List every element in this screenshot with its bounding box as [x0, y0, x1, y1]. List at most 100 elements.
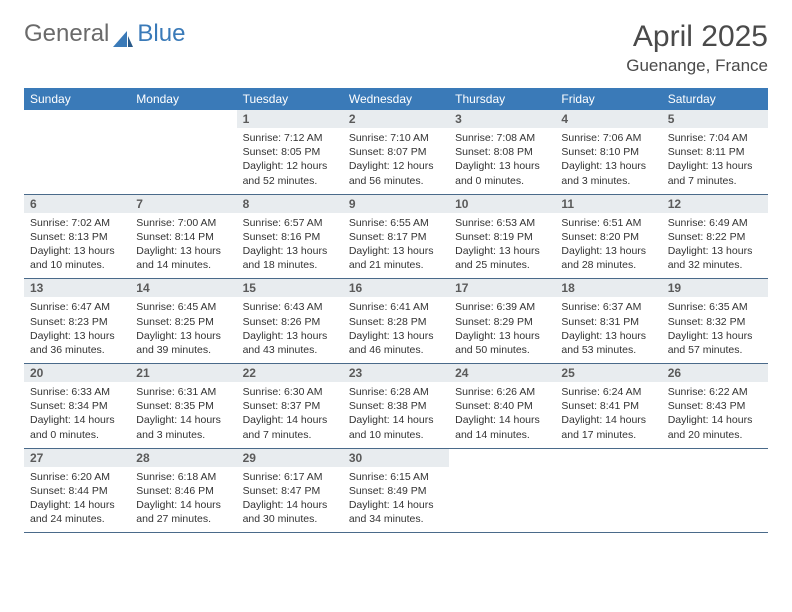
- daylight-text: Daylight: 13 hours and 14 minutes.: [136, 244, 230, 272]
- daylight-text: Daylight: 14 hours and 3 minutes.: [136, 413, 230, 441]
- sunrise-text: Sunrise: 6:28 AM: [349, 385, 443, 399]
- sunset-text: Sunset: 8:29 PM: [455, 315, 549, 329]
- day-detail-cell: Sunrise: 6:26 AMSunset: 8:40 PMDaylight:…: [449, 382, 555, 448]
- sunset-text: Sunset: 8:28 PM: [349, 315, 443, 329]
- day-number-cell: 10: [449, 194, 555, 213]
- day-detail-cell: Sunrise: 6:30 AMSunset: 8:37 PMDaylight:…: [237, 382, 343, 448]
- day-detail-cell: Sunrise: 7:06 AMSunset: 8:10 PMDaylight:…: [555, 128, 661, 194]
- sunset-text: Sunset: 8:08 PM: [455, 145, 549, 159]
- day-detail-cell: Sunrise: 6:20 AMSunset: 8:44 PMDaylight:…: [24, 467, 130, 533]
- sunset-text: Sunset: 8:25 PM: [136, 315, 230, 329]
- sunset-text: Sunset: 8:41 PM: [561, 399, 655, 413]
- sunrise-text: Sunrise: 6:24 AM: [561, 385, 655, 399]
- sunrise-text: Sunrise: 6:20 AM: [30, 470, 124, 484]
- day-number-cell: 28: [130, 448, 236, 467]
- day-detail-cell: Sunrise: 6:31 AMSunset: 8:35 PMDaylight:…: [130, 382, 236, 448]
- sunset-text: Sunset: 8:49 PM: [349, 484, 443, 498]
- sunrise-text: Sunrise: 7:00 AM: [136, 216, 230, 230]
- daylight-text: Daylight: 13 hours and 57 minutes.: [668, 329, 762, 357]
- sunset-text: Sunset: 8:17 PM: [349, 230, 443, 244]
- sunset-text: Sunset: 8:10 PM: [561, 145, 655, 159]
- day-number-cell: 27: [24, 448, 130, 467]
- sunset-text: Sunset: 8:22 PM: [668, 230, 762, 244]
- sunset-text: Sunset: 8:46 PM: [136, 484, 230, 498]
- day-number-cell: 14: [130, 279, 236, 298]
- sunset-text: Sunset: 8:13 PM: [30, 230, 124, 244]
- day-detail-cell: Sunrise: 7:08 AMSunset: 8:08 PMDaylight:…: [449, 128, 555, 194]
- day-detail-cell: Sunrise: 7:10 AMSunset: 8:07 PMDaylight:…: [343, 128, 449, 194]
- sunset-text: Sunset: 8:44 PM: [30, 484, 124, 498]
- sunset-text: Sunset: 8:40 PM: [455, 399, 549, 413]
- day-detail-cell: Sunrise: 6:37 AMSunset: 8:31 PMDaylight:…: [555, 297, 661, 363]
- day-detail-cell: Sunrise: 6:39 AMSunset: 8:29 PMDaylight:…: [449, 297, 555, 363]
- sunrise-text: Sunrise: 6:33 AM: [30, 385, 124, 399]
- day-detail-cell: [24, 128, 130, 194]
- sunrise-text: Sunrise: 6:47 AM: [30, 300, 124, 314]
- page-header: General Blue April 2025 Guenange, France: [24, 20, 768, 76]
- day-detail-cell: Sunrise: 6:49 AMSunset: 8:22 PMDaylight:…: [662, 213, 768, 279]
- day-detail-cell: Sunrise: 6:18 AMSunset: 8:46 PMDaylight:…: [130, 467, 236, 533]
- sunrise-text: Sunrise: 7:06 AM: [561, 131, 655, 145]
- day-number-cell: 2: [343, 110, 449, 128]
- sunrise-text: Sunrise: 7:08 AM: [455, 131, 549, 145]
- sunrise-text: Sunrise: 7:10 AM: [349, 131, 443, 145]
- daylight-text: Daylight: 14 hours and 17 minutes.: [561, 413, 655, 441]
- sunset-text: Sunset: 8:07 PM: [349, 145, 443, 159]
- day-detail-cell: Sunrise: 7:00 AMSunset: 8:14 PMDaylight:…: [130, 213, 236, 279]
- sunset-text: Sunset: 8:43 PM: [668, 399, 762, 413]
- day-detail-cell: Sunrise: 6:24 AMSunset: 8:41 PMDaylight:…: [555, 382, 661, 448]
- daynum-row: 20212223242526: [24, 364, 768, 383]
- day-detail-cell: [555, 467, 661, 533]
- title-block: April 2025 Guenange, France: [626, 20, 768, 76]
- daylight-text: Daylight: 14 hours and 30 minutes.: [243, 498, 337, 526]
- day-header: Sunday: [24, 88, 130, 110]
- sunset-text: Sunset: 8:34 PM: [30, 399, 124, 413]
- daylight-text: Daylight: 13 hours and 10 minutes.: [30, 244, 124, 272]
- brand-sail-icon: [113, 26, 133, 42]
- daylight-text: Daylight: 14 hours and 14 minutes.: [455, 413, 549, 441]
- daynum-row: 6789101112: [24, 194, 768, 213]
- day-detail-cell: Sunrise: 6:47 AMSunset: 8:23 PMDaylight:…: [24, 297, 130, 363]
- location-label: Guenange, France: [626, 56, 768, 76]
- daylight-text: Daylight: 13 hours and 28 minutes.: [561, 244, 655, 272]
- brand-part1: General: [24, 20, 109, 48]
- day-number-cell: [555, 448, 661, 467]
- daynum-row: 27282930: [24, 448, 768, 467]
- day-header-row: Sunday Monday Tuesday Wednesday Thursday…: [24, 88, 768, 110]
- sunset-text: Sunset: 8:11 PM: [668, 145, 762, 159]
- day-number-cell: 12: [662, 194, 768, 213]
- day-number-cell: 16: [343, 279, 449, 298]
- sunrise-text: Sunrise: 6:17 AM: [243, 470, 337, 484]
- daylight-text: Daylight: 12 hours and 56 minutes.: [349, 159, 443, 187]
- day-number-cell: 22: [237, 364, 343, 383]
- day-number-cell: [130, 110, 236, 128]
- day-number-cell: 17: [449, 279, 555, 298]
- daylight-text: Daylight: 13 hours and 36 minutes.: [30, 329, 124, 357]
- daylight-text: Daylight: 13 hours and 46 minutes.: [349, 329, 443, 357]
- day-header: Saturday: [662, 88, 768, 110]
- day-header: Thursday: [449, 88, 555, 110]
- daylight-text: Daylight: 12 hours and 52 minutes.: [243, 159, 337, 187]
- day-detail-cell: [130, 128, 236, 194]
- day-number-cell: 5: [662, 110, 768, 128]
- sunset-text: Sunset: 8:05 PM: [243, 145, 337, 159]
- sunrise-text: Sunrise: 6:37 AM: [561, 300, 655, 314]
- sunrise-text: Sunrise: 6:30 AM: [243, 385, 337, 399]
- daylight-text: Daylight: 13 hours and 50 minutes.: [455, 329, 549, 357]
- daylight-text: Daylight: 14 hours and 20 minutes.: [668, 413, 762, 441]
- day-header: Friday: [555, 88, 661, 110]
- brand-logo: General Blue: [24, 20, 185, 48]
- sunrise-text: Sunrise: 6:43 AM: [243, 300, 337, 314]
- sunrise-text: Sunrise: 6:31 AM: [136, 385, 230, 399]
- day-header: Monday: [130, 88, 236, 110]
- day-number-cell: [449, 448, 555, 467]
- sunrise-text: Sunrise: 6:41 AM: [349, 300, 443, 314]
- day-number-cell: 8: [237, 194, 343, 213]
- month-title: April 2025: [626, 20, 768, 54]
- day-number-cell: 29: [237, 448, 343, 467]
- sunrise-text: Sunrise: 7:12 AM: [243, 131, 337, 145]
- day-number-cell: 3: [449, 110, 555, 128]
- sunrise-text: Sunrise: 6:53 AM: [455, 216, 549, 230]
- sunset-text: Sunset: 8:38 PM: [349, 399, 443, 413]
- day-number-cell: 13: [24, 279, 130, 298]
